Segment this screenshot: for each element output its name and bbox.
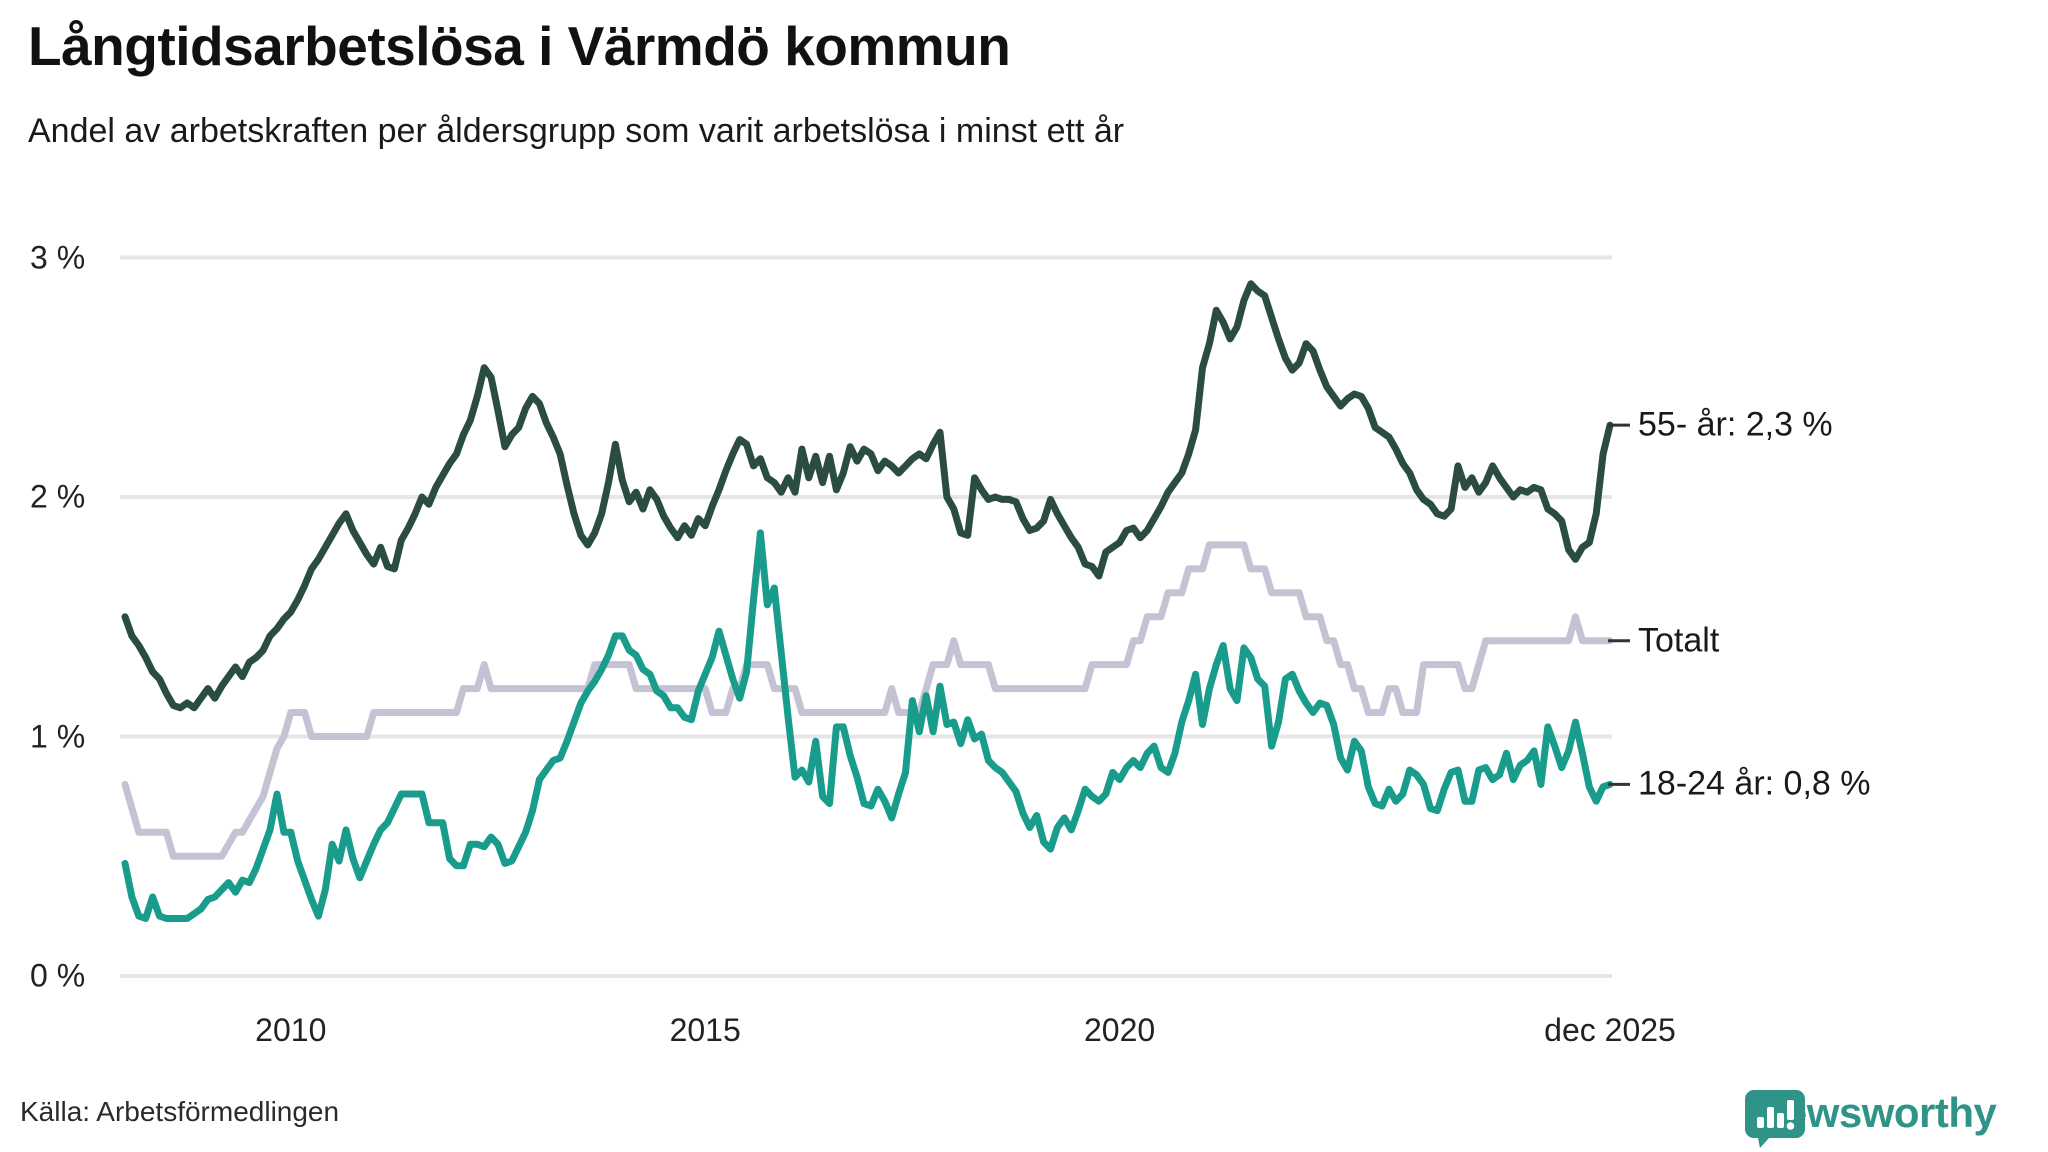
x-tick-label: 2015 <box>669 1012 741 1048</box>
brand-logo: Newsworthy <box>1744 1089 1997 1148</box>
series-line-18-24-r <box>121 529 1614 922</box>
series-label-18-24-r: 18-24 år: 0,8 % <box>1638 764 1871 803</box>
y-tick-label: 3 % <box>30 239 86 275</box>
source-label: Källa: Arbetsförmedlingen <box>20 1096 340 1127</box>
series-label-totalt: Totalt <box>1638 621 1720 660</box>
newsworthy-logo-icon <box>1745 1090 1805 1148</box>
chart-subtitle: Andel av arbetskraften per åldersgrupp s… <box>28 112 1125 150</box>
y-tick-label: 1 % <box>30 718 86 754</box>
x-tick-label: 2010 <box>255 1012 327 1048</box>
series-line-totalt <box>121 541 1614 860</box>
x-tick-label: 2020 <box>1084 1012 1156 1048</box>
series-label-55-r: 55- år: 2,3 % <box>1638 405 1833 444</box>
y-tick-label: 2 % <box>30 478 86 515</box>
page-title: Långtidsarbetslösa i Värmdö kommun <box>28 15 1011 77</box>
y-tick-label: 0 % <box>30 957 86 994</box>
series-line-55-r <box>121 280 1614 712</box>
x-tick-label: dec 2025 <box>1544 1012 1676 1048</box>
